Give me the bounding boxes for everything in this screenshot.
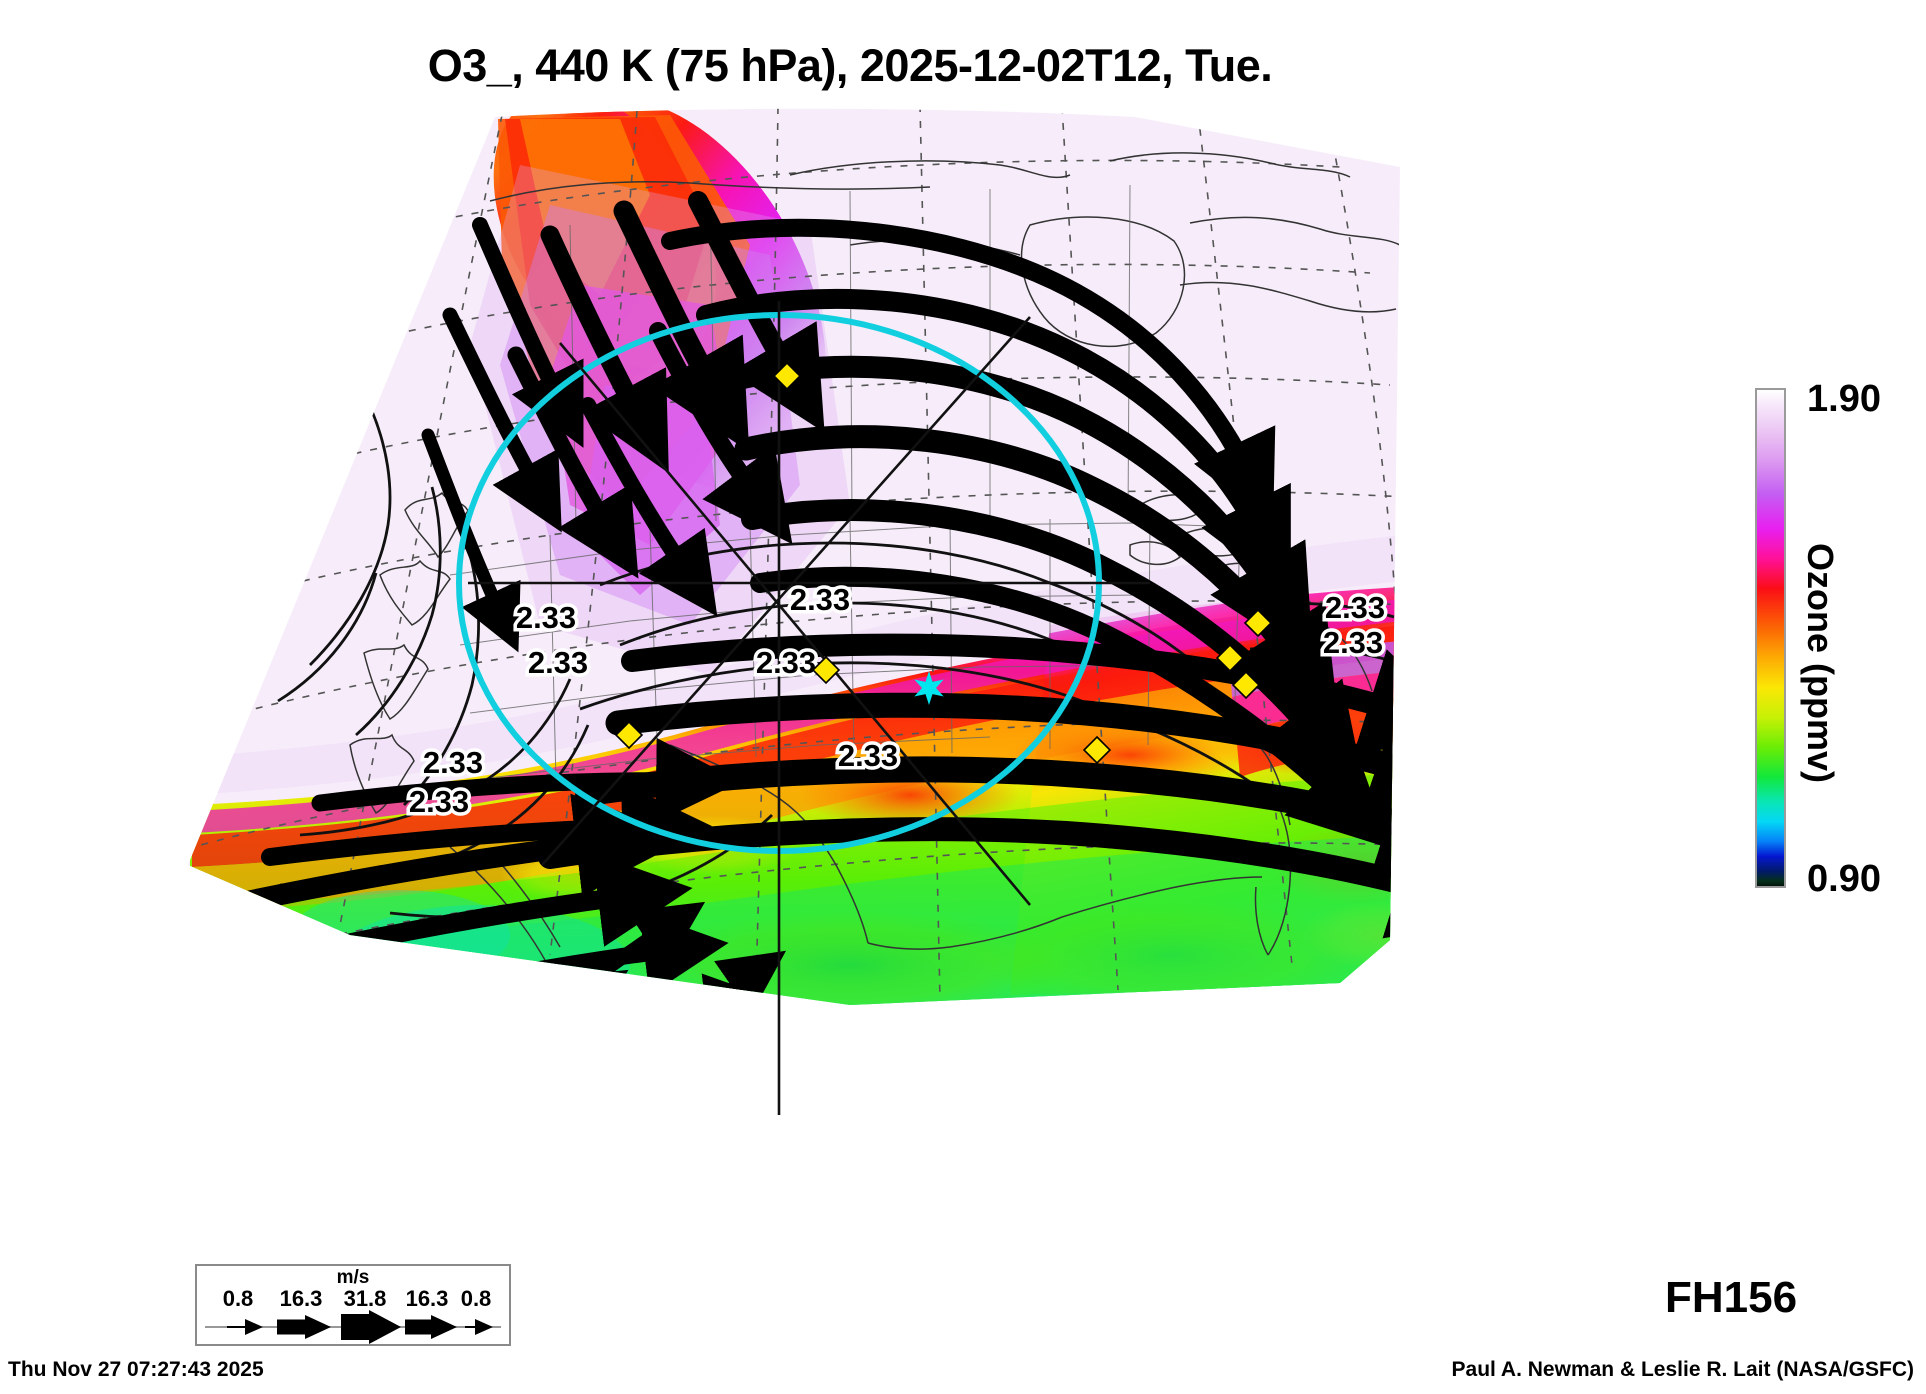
contour-label-text: 2.33	[409, 784, 469, 819]
contour-label: 2.332.33	[752, 642, 819, 684]
analysis-circle-group	[456, 301, 1150, 1115]
contour-label: 2.332.33	[834, 735, 901, 777]
contour-label-text: 2.33	[790, 582, 850, 617]
contour-labels: 2.332.332.332.332.332.332.332.332.332.33…	[405, 579, 1388, 823]
svg-text:2.33: 2.33	[528, 645, 588, 680]
wind-legend-arrow-scale	[205, 1310, 501, 1344]
svg-text:2.33: 2.33	[409, 784, 469, 819]
station-marker-diamond	[614, 720, 644, 750]
station-marker-diamond	[1215, 643, 1245, 673]
contour-label: 2.332.33	[524, 642, 591, 684]
contour-label: 2.332.33	[1321, 587, 1388, 629]
contour-label-text: 2.33	[423, 745, 483, 780]
colorbar: 1.90 0.90 Ozone (ppmv)	[1755, 378, 1925, 988]
page-title: O3_, 440 K (75 hPa), 2025-12-02T12, Tue.	[427, 40, 1273, 91]
wind-legend-value-2: 31.8	[343, 1286, 387, 1311]
generation-timestamp: Thu Nov 27 07:27:43 2025	[8, 1358, 264, 1381]
wind-legend-value-0: 0.8	[222, 1286, 254, 1311]
analysis-axes	[468, 301, 1150, 1115]
forecast-hour-label: FH156	[1665, 1273, 1798, 1322]
svg-text:2.33: 2.33	[1323, 625, 1383, 660]
contour-label-text: 2.33	[528, 645, 588, 680]
svg-text:2.33: 2.33	[516, 600, 576, 635]
author-credit: Paul A. Newman & Leslie R. Lait (NASA/GS…	[1451, 1358, 1914, 1381]
svg-text:2.33: 2.33	[756, 645, 816, 680]
center-star-icon	[914, 671, 944, 705]
contour-label-text: 2.33	[1323, 625, 1383, 660]
contour-label-text: 2.33	[756, 645, 816, 680]
map-canvas: 2.332.332.332.332.332.332.332.332.332.33…	[188, 108, 1400, 1115]
contour-label: 2.332.33	[419, 742, 486, 784]
colorbar-gradient	[1755, 388, 1786, 888]
colorbar-max-label: 1.90	[1807, 378, 1881, 420]
contour-label-text: 2.33	[1325, 590, 1385, 625]
colorbar-min-label: 0.90	[1807, 858, 1881, 900]
wind-legend-value-3: 16.3	[405, 1286, 449, 1311]
wind-speed-legend: m/s 0.8 16.3 31.8 16.3 0.8	[195, 1264, 511, 1346]
wind-legend-value-1: 16.3	[279, 1286, 323, 1311]
station-marker-diamond	[811, 655, 841, 685]
svg-text:2.33: 2.33	[790, 582, 850, 617]
station-markers	[614, 361, 1273, 765]
station-marker-diamond	[1231, 670, 1261, 700]
colorbar-axis-title: Ozone (ppmv)	[1800, 543, 1841, 783]
contour-label: 2.332.33	[512, 597, 579, 639]
wind-legend-value-4: 0.8	[460, 1286, 492, 1311]
station-marker-diamond	[772, 361, 802, 391]
contour-label-text: 2.33	[516, 600, 576, 635]
contour-label: 2.332.33	[405, 781, 472, 823]
station-marker-diamond	[1082, 735, 1112, 765]
svg-text:2.33: 2.33	[838, 738, 898, 773]
contour-label: 2.332.33	[1319, 622, 1386, 664]
map-plot-area: 2.33 2.33 2.33 2.33 2.33 2.33 2.33 2.33 2.33 2.33…	[150, 105, 1750, 1265]
center-marker	[914, 671, 944, 705]
contour-label-text: 2.33	[838, 738, 898, 773]
wind-legend-units-label: m/s	[336, 1267, 370, 1288]
ozone-field	[188, 108, 1400, 1005]
svg-text:2.33: 2.33	[1325, 590, 1385, 625]
station-marker-diamond	[1243, 608, 1273, 638]
svg-text:2.33: 2.33	[423, 745, 483, 780]
contour-label: 2.332.33	[786, 579, 853, 621]
